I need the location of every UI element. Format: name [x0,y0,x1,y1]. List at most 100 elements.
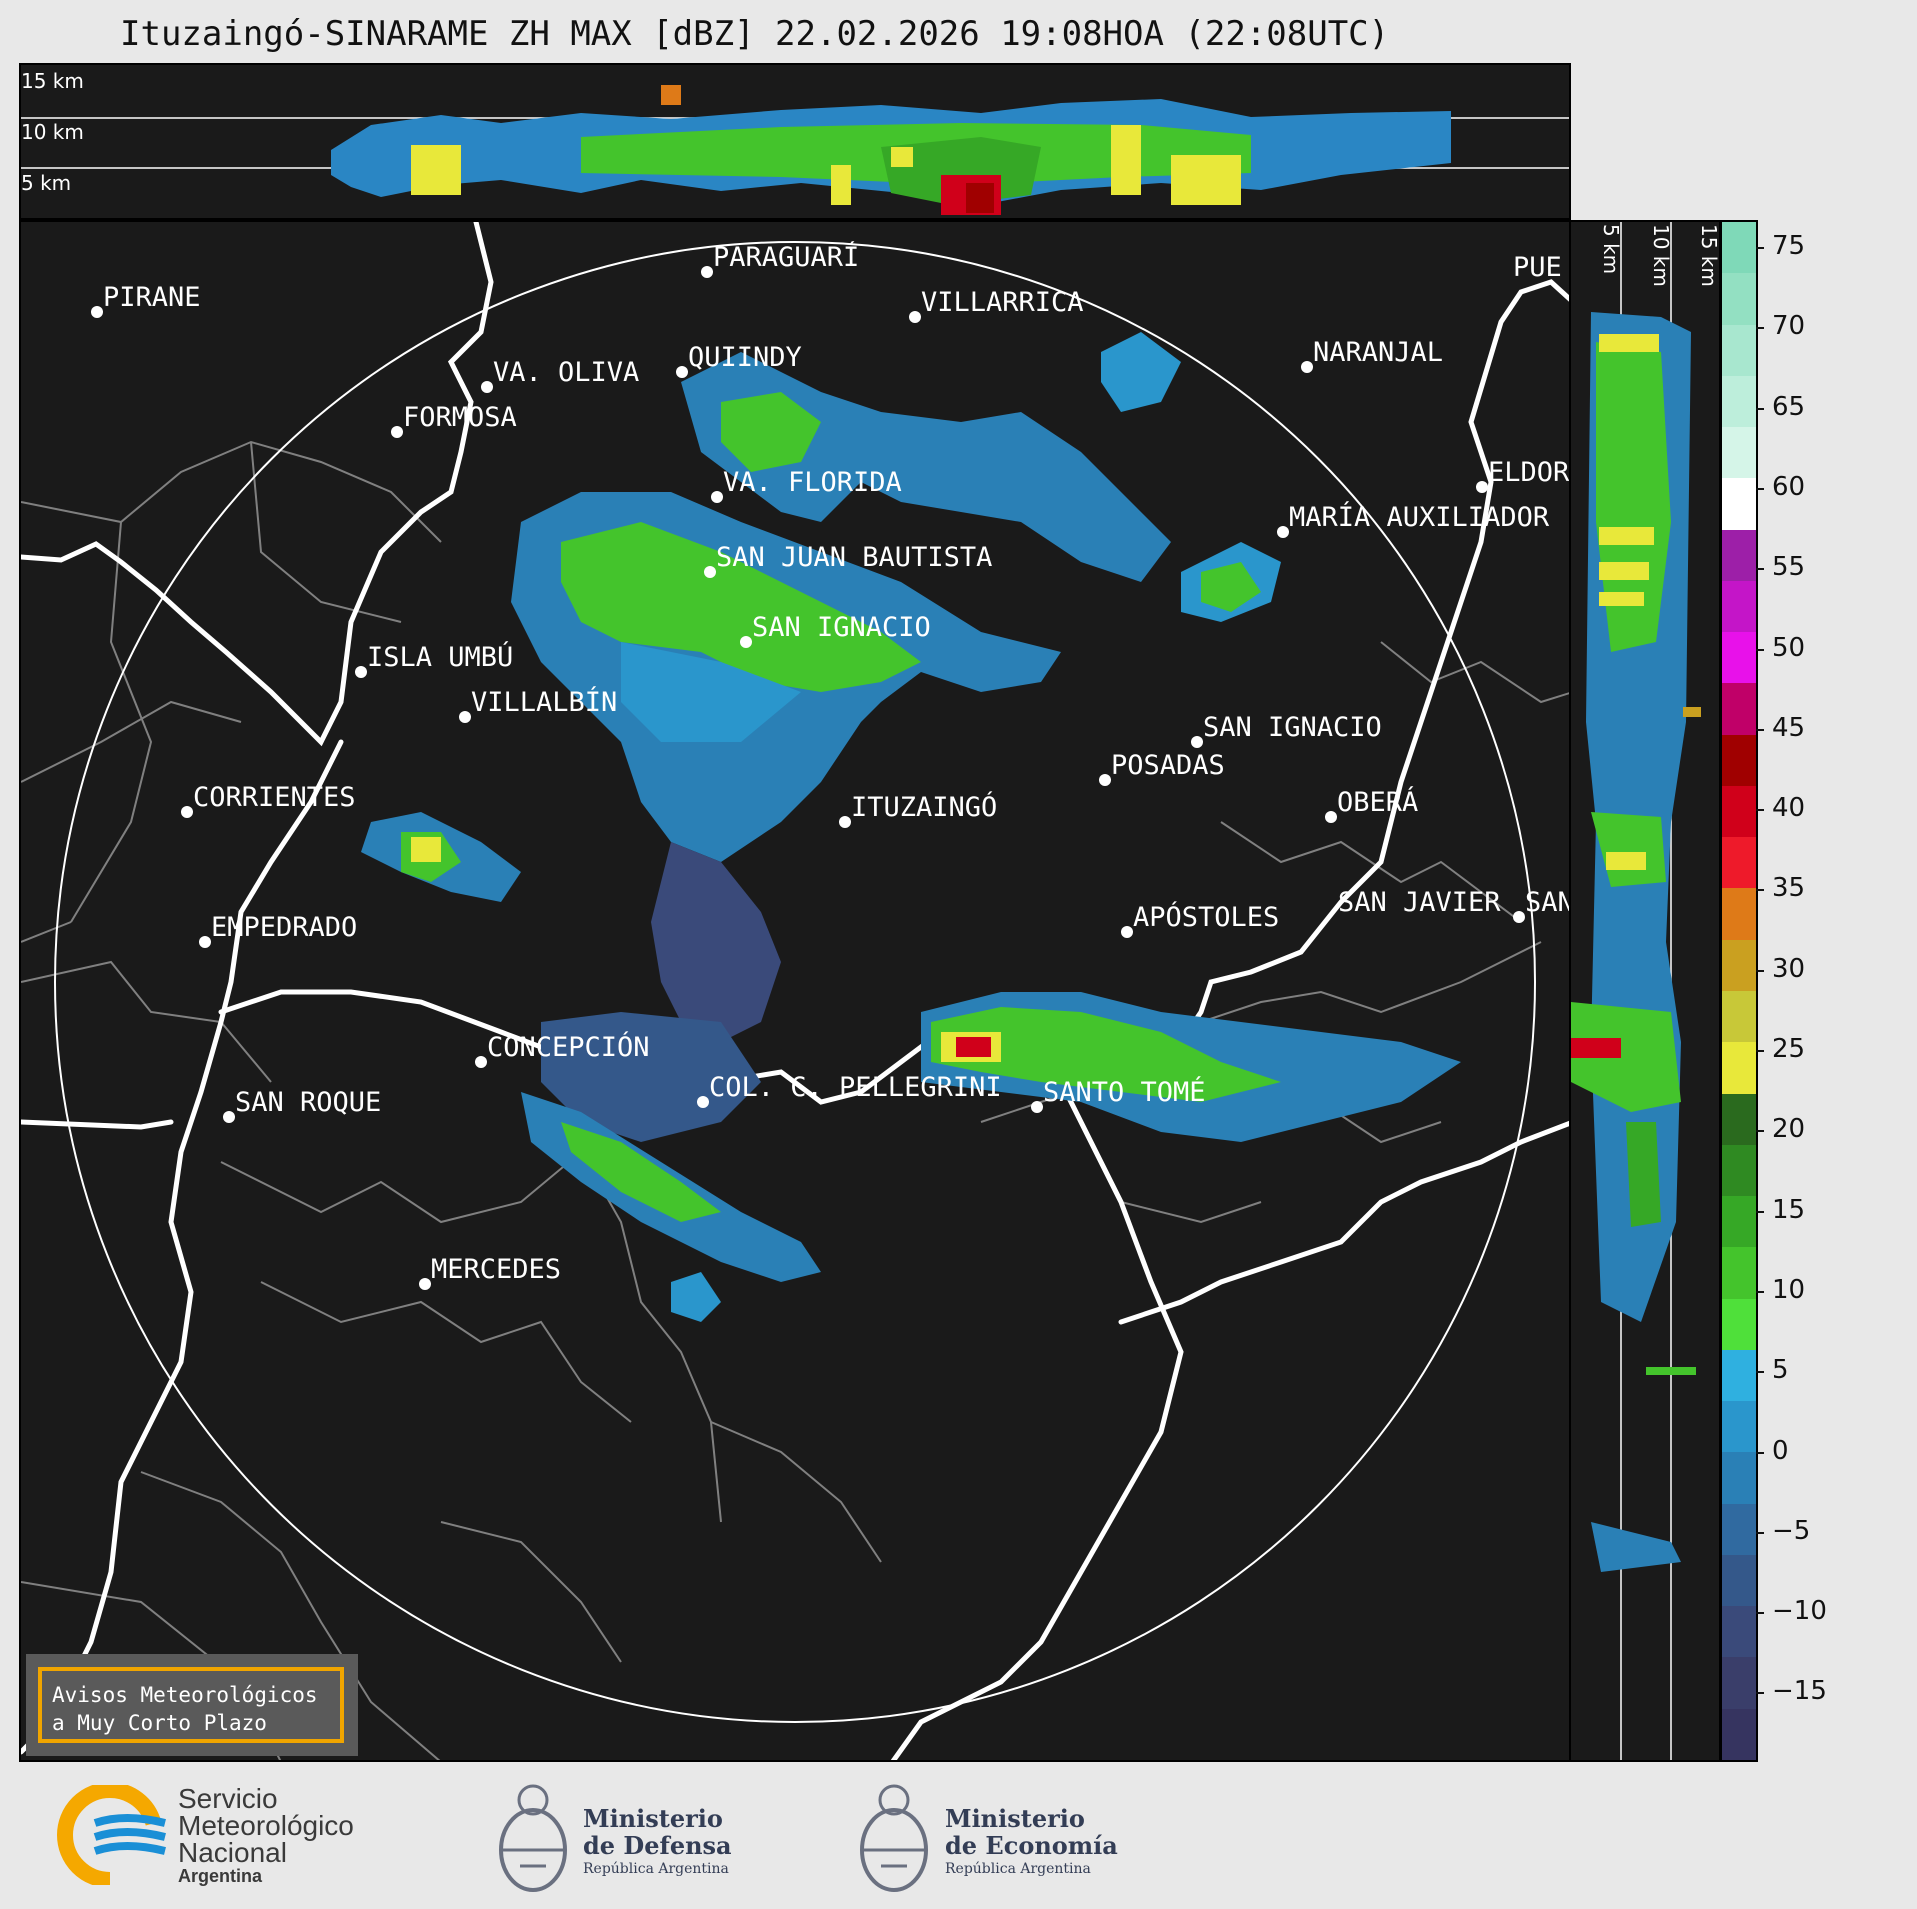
city-marker [1191,736,1203,748]
city-label: MARÍA AUXILIADOR [1289,502,1550,533]
colorbar-segment [1722,683,1756,736]
colorbar-segment [1722,1657,1756,1710]
city-label: COL. C. PELLEGRINI [709,1072,1002,1103]
colorbar-segment [1722,324,1756,377]
colorbar-segment [1722,939,1756,992]
dbz-colorbar [1720,220,1758,1762]
city-marker [704,566,716,578]
smn-line-4: Argentina [178,1866,263,1886]
colorbar-tick-label: 75 [1755,231,1805,261]
colorbar-tick-label: 35 [1755,873,1805,903]
smn-line-2: Meteorológico [178,1810,354,1841]
colorbar-segment [1722,478,1756,531]
city-marker [1301,361,1313,373]
defensa-line-2: de Defensa [583,1831,732,1860]
colorbar-segment [1722,1298,1756,1351]
colorbar-tick-label: 30 [1755,954,1805,984]
colorbar-segment [1722,273,1756,326]
side-height-label-15km: 15 km [1697,224,1721,287]
colorbar-segment [1722,1093,1756,1146]
colorbar-segment [1722,1042,1756,1095]
city-marker [1031,1101,1043,1113]
city-label: VA. FLORIDA [723,467,902,498]
city-marker [1476,481,1488,493]
colorbar-tick-label: 15 [1755,1195,1805,1225]
economia-line-3: República Argentina [945,1861,1091,1877]
city-label: ISLA UMBÚ [367,642,514,673]
smn-line-1: Servicio [178,1783,278,1814]
colorbar-tick-label: −15 [1756,1676,1827,1706]
city-label: SANTO TOMÉ [1043,1077,1206,1108]
colorbar-tick-label: 20 [1755,1114,1805,1144]
colorbar-tick-label: 65 [1755,392,1805,422]
city-marker [1099,774,1111,786]
smn-logo-text: Servicio Meteorológico Nacional Argentin… [178,1783,354,1887]
warnings-box[interactable]: Avisos Meteorológicos a Muy Corto Plazo [38,1667,344,1743]
defensa-line-1: Ministerio [583,1804,723,1833]
colorbar-tick-label: 10 [1755,1275,1805,1305]
city-label: MERCEDES [431,1254,562,1285]
city-label: SAN JAVIER [1338,887,1501,918]
colorbar-segment [1722,222,1756,275]
colorbar-segment [1722,1247,1756,1300]
city-label: OBERÁ [1337,787,1419,818]
city-marker [1121,926,1133,938]
city-marker [391,426,403,438]
city-label: VA. OLIVA [493,357,640,388]
colorbar-segment [1722,734,1756,787]
city-marker [676,366,688,378]
colorbar-segment [1722,1503,1756,1556]
colorbar-tick-label: 70 [1755,311,1805,341]
city-marker [481,381,493,393]
defensa-text: Ministerio de Defensa República Argentin… [583,1805,732,1879]
colorbar-segment [1722,1349,1756,1403]
colorbar-tick-label: 25 [1755,1034,1805,1064]
colorbar-segment [1722,1452,1756,1505]
city-label: PARAGUARÍ [713,242,860,273]
city-marker [199,936,211,948]
city-label: VILLALBÍN [471,687,618,718]
colorbar-segment [1722,785,1756,839]
city-label: CONCEPCIÓN [487,1032,650,1063]
colorbar-segment [1722,529,1756,582]
city-label: APÓSTOLES [1133,902,1280,933]
radar-map[interactable]: PARAGUARÍ PIRANE VILLARRICA QUIINDY VA. … [19,220,1571,1762]
colorbar-segment [1722,1144,1756,1198]
colorbar-segment [1722,837,1756,890]
city-marker [475,1056,487,1068]
city-label: SAN JUAN BAUTISTA [716,542,993,573]
side-height-profile: 5 km 10 km 15 km [1569,220,1721,1762]
city-label: ITUZAINGÓ [851,792,998,823]
colorbar-tick-label: 60 [1755,472,1805,502]
colorbar-tick-label: −10 [1756,1596,1827,1626]
city-label: PIRANE [103,282,201,313]
height-label-15km: 15 km [21,69,84,93]
city-label: SAN [1525,887,1571,918]
city-label: SAN IGNACIO [1203,712,1382,743]
smn-line-3: Nacional [178,1837,287,1868]
side-height-label-10km: 10 km [1649,224,1673,287]
defensa-line-3: República Argentina [583,1861,729,1877]
city-label: FORMOSA [403,402,517,433]
page-title: Ituzaingó-SINARAME ZH MAX [dBZ] 22.02.20… [120,14,1390,54]
colorbar-tick-label: 55 [1755,552,1805,582]
colorbar-tick-label: −5 [1755,1516,1810,1546]
colorbar-segment [1722,580,1756,634]
colorbar-tick-label: 0 [1756,1436,1789,1466]
city-label: NARANJAL [1313,337,1444,368]
city-label: SAN IGNACIO [752,612,931,643]
city-marker [419,1278,431,1290]
colorbar-tick-label: 40 [1755,793,1805,823]
warnings-link[interactable]: Avisos Meteorológicos a Muy Corto Plazo [26,1654,358,1756]
city-marker [711,491,723,503]
city-marker [1325,811,1337,823]
colorbar-segment [1722,888,1756,941]
colorbar-segment [1722,1708,1756,1760]
city-marker [1277,526,1289,538]
colorbar-segment [1722,1401,1756,1454]
city-label: ELDOR [1488,457,1570,488]
city-label: CORRIENTES [193,782,356,813]
economia-line-1: Ministerio [945,1804,1085,1833]
city-label: PUE [1513,252,1562,283]
city-marker [909,311,921,323]
